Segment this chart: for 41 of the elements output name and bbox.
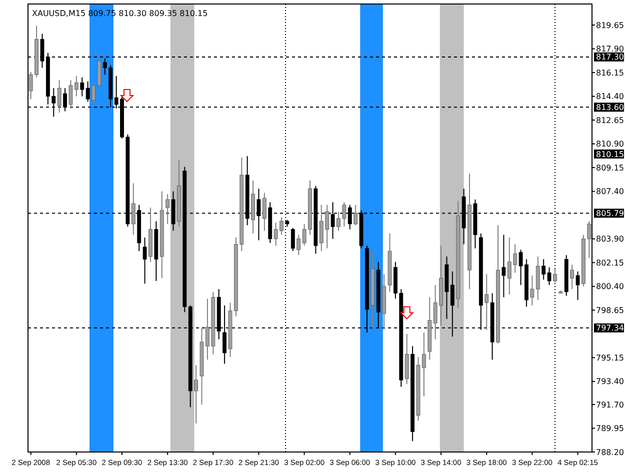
y-tick-label: 802.15 xyxy=(596,258,624,268)
candlestick xyxy=(502,234,506,298)
y-tick-label: 793.40 xyxy=(596,377,624,386)
candlestick xyxy=(166,194,170,224)
candlestick xyxy=(570,264,574,290)
y-tick-label: 800.40 xyxy=(596,282,624,292)
candlestick xyxy=(576,270,580,300)
y-tick-label: 788.20 xyxy=(596,448,624,457)
candlestick xyxy=(262,192,266,232)
candlestick xyxy=(484,274,489,330)
candlestick xyxy=(194,364,198,424)
candlestick xyxy=(354,204,358,226)
candlestick xyxy=(142,237,147,284)
ref-line-label: 805.79 xyxy=(596,209,624,218)
ref-line-label: 797.34 xyxy=(596,324,624,333)
ref-line-label: 817.30 xyxy=(596,52,624,62)
candlestick xyxy=(86,80,90,102)
candlestick xyxy=(80,76,84,97)
candlestick xyxy=(131,182,136,236)
y-tick-label: 798.65 xyxy=(596,306,624,315)
y-tick-label: 795.15 xyxy=(596,353,624,362)
y-tick-label: 791.70 xyxy=(596,400,624,410)
ref-line-label: 813.60 xyxy=(596,102,624,112)
candlestick xyxy=(536,256,540,300)
candlestick xyxy=(530,275,534,306)
y-tick-label: 803.90 xyxy=(596,234,624,244)
candlestick xyxy=(57,80,62,114)
y-tick-label: 814.40 xyxy=(596,92,624,102)
candlestick xyxy=(290,228,295,252)
candlestick xyxy=(296,234,301,256)
y-tick-label: 810.90 xyxy=(596,140,624,149)
y-tick-label: 819.65 xyxy=(596,20,624,30)
y-tick-label: 812.65 xyxy=(596,116,624,125)
y-tick-label: 809.15 xyxy=(596,163,624,172)
y-tick-label: 816.15 xyxy=(596,68,624,78)
y-tick-label: 817.90 xyxy=(596,44,624,54)
y-tick-label: 789.95 xyxy=(596,424,624,434)
candlestick xyxy=(553,268,557,283)
candlestick xyxy=(63,88,67,112)
y-tick-label: 807.40 xyxy=(596,187,624,196)
annotation: 810.15 xyxy=(596,150,624,159)
